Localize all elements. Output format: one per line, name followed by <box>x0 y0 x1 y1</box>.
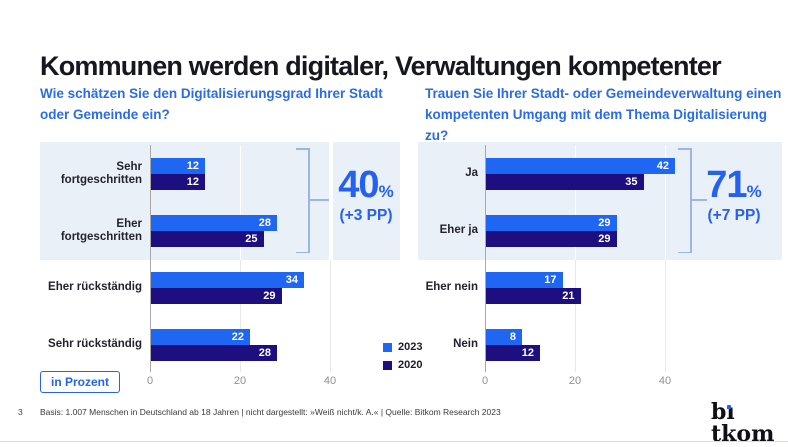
chart-question-right: Trauen Sie Ihrer Stadt- oder Gemeindever… <box>425 86 782 143</box>
axis-zero-line <box>485 145 486 372</box>
bitkom-logo: bı tkom <box>711 399 775 447</box>
highlight-total: 71% (+7 PP) <box>674 166 788 225</box>
highlight-panel <box>333 142 400 260</box>
gridline <box>330 145 331 260</box>
highlight-bracket-connector <box>691 199 707 201</box>
bar-value-label: 21 <box>562 290 575 302</box>
legend-swatch-2020-icon <box>383 360 392 370</box>
footer-page-number: 3 <box>18 407 23 417</box>
bar-value-label: 25 <box>245 233 258 245</box>
highlight-total-unit: % <box>378 182 394 201</box>
bar-2023: 34 <box>151 272 304 288</box>
legend-item-2020: 2020 <box>383 356 422 374</box>
chart-legend: 2023 2020 <box>383 338 422 374</box>
category-label: Eher rückständig <box>48 281 142 294</box>
gridline <box>575 145 576 260</box>
gridline <box>575 260 576 372</box>
category-label: Ja <box>465 167 478 180</box>
page-title: Kommunen werden digitaler, Verwaltungen … <box>40 51 722 82</box>
bar-2020: 12 <box>486 345 540 361</box>
highlight-total-unit: % <box>746 182 762 201</box>
bar-2020: 12 <box>151 174 205 190</box>
footer-source: Basis: 1.007 Menschen in Deutschland ab … <box>40 407 501 417</box>
bar-2023: 28 <box>151 215 277 231</box>
category-label: Sehr rückständig <box>48 338 142 351</box>
x-tick-label: 0 <box>146 375 154 387</box>
bar-2023: 22 <box>151 329 250 345</box>
highlight-bracket-connector <box>309 199 329 201</box>
bar-2020: 28 <box>151 345 277 361</box>
category-label: Eher fortgeschritten <box>60 217 142 243</box>
bar-value-label: 22 <box>231 331 244 343</box>
axis-zero-line <box>150 145 151 372</box>
legend-label-2023: 2023 <box>398 341 423 353</box>
bar-2023: 12 <box>151 158 205 174</box>
bar-2020: 29 <box>486 231 617 247</box>
category-label: Sehr fortgeschritten <box>60 160 142 186</box>
highlight-total-value: 40 <box>338 164 379 206</box>
bar-2020: 29 <box>151 288 282 304</box>
bar-2020: 25 <box>151 231 264 247</box>
bar-value-label: 29 <box>263 290 276 302</box>
bar-value-label: 29 <box>598 217 611 229</box>
bar-value-label: 35 <box>625 176 638 188</box>
x-tick-label: 20 <box>568 375 582 387</box>
highlight-total-change: (+3 PP) <box>339 207 393 224</box>
chart-question-left: Wie schätzen Sie den Digitalisierungsgra… <box>40 86 383 122</box>
highlight-total-change: (+7 PP) <box>707 207 761 224</box>
x-tick-label: 0 <box>481 375 489 387</box>
highlight-bracket-vertical <box>690 148 692 253</box>
bar-value-label: 12 <box>186 176 199 188</box>
highlight-bracket-bottom-tick <box>677 251 690 253</box>
gridline <box>240 260 241 372</box>
bar-value-label: 28 <box>258 217 271 229</box>
bar-value-label: 42 <box>656 160 669 172</box>
bar-2023: 17 <box>486 272 563 288</box>
legend-item-2023: 2023 <box>383 338 422 356</box>
bottom-divider <box>0 441 788 442</box>
highlight-bracket-top-tick <box>677 148 690 150</box>
category-label: Eher nein <box>425 281 478 294</box>
bar-value-label: 8 <box>509 331 516 343</box>
gridline <box>665 260 666 372</box>
bar-2023: 42 <box>486 158 675 174</box>
highlight-total: 40% (+3 PP) <box>306 166 426 225</box>
bar-value-label: 29 <box>598 233 611 245</box>
bar-value-label: 12 <box>521 347 534 359</box>
x-tick-label: 20 <box>233 375 247 387</box>
category-label: Eher ja <box>439 224 478 237</box>
gridline <box>665 145 666 260</box>
bar-value-label: 34 <box>285 274 298 286</box>
bar-value-label: 28 <box>258 347 271 359</box>
bar-2020: 21 <box>486 288 581 304</box>
gridline <box>240 145 241 260</box>
logo-i-dot <box>727 404 732 409</box>
highlight-bracket-vertical <box>308 148 310 253</box>
bar-2023: 29 <box>486 215 617 231</box>
unit-badge: in Prozent <box>40 371 121 393</box>
x-tick-label: 40 <box>323 375 337 387</box>
gridline <box>330 260 331 372</box>
highlight-bracket-bottom-tick <box>295 251 308 253</box>
bar-value-label: 17 <box>544 274 557 286</box>
bar-2023: 8 <box>486 329 522 345</box>
bar-value-label: 12 <box>186 160 199 172</box>
bar-2020: 35 <box>486 174 644 190</box>
highlight-bracket-top-tick <box>295 148 308 150</box>
highlight-total-value: 71 <box>706 164 747 206</box>
legend-swatch-2023-icon <box>383 342 392 352</box>
legend-label-2020: 2020 <box>398 359 423 371</box>
category-label: Nein <box>453 338 478 351</box>
x-tick-label: 40 <box>658 375 672 387</box>
